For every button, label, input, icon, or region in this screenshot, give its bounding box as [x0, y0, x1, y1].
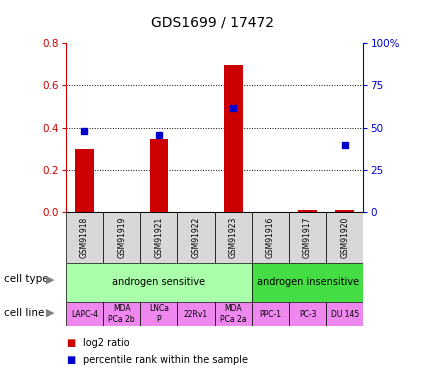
Bar: [289, 302, 326, 326]
Text: GDS1699 / 17472: GDS1699 / 17472: [151, 15, 274, 29]
Bar: [178, 212, 215, 262]
Text: GSM91922: GSM91922: [192, 217, 201, 258]
Text: MDA
PCa 2a: MDA PCa 2a: [220, 304, 246, 324]
Text: PPC-1: PPC-1: [259, 310, 281, 319]
Text: MDA
PCa 2b: MDA PCa 2b: [108, 304, 135, 324]
Text: LAPC-4: LAPC-4: [71, 310, 98, 319]
Bar: [326, 302, 363, 326]
Text: ▶: ▶: [46, 274, 54, 284]
Text: PC-3: PC-3: [299, 310, 316, 319]
Bar: [66, 212, 103, 262]
Bar: [75, 148, 94, 212]
Text: GSM91916: GSM91916: [266, 216, 275, 258]
Bar: [298, 210, 317, 212]
Bar: [289, 212, 326, 262]
Bar: [252, 302, 289, 326]
Bar: [252, 262, 363, 302]
Bar: [215, 212, 252, 262]
Text: cell line: cell line: [4, 308, 45, 318]
Text: percentile rank within the sample: percentile rank within the sample: [83, 355, 248, 365]
Text: DU 145: DU 145: [331, 310, 359, 319]
Bar: [140, 212, 178, 262]
Bar: [252, 212, 289, 262]
Bar: [66, 262, 252, 302]
Text: GSM91918: GSM91918: [80, 217, 89, 258]
Bar: [150, 139, 168, 212]
Text: cell type: cell type: [4, 274, 49, 284]
Bar: [178, 302, 215, 326]
Text: 22Rv1: 22Rv1: [184, 310, 208, 319]
Text: log2 ratio: log2 ratio: [83, 338, 130, 348]
Bar: [335, 210, 354, 212]
Text: androgen sensitive: androgen sensitive: [112, 277, 205, 287]
Text: LNCa
P: LNCa P: [149, 304, 169, 324]
Text: GSM91921: GSM91921: [154, 217, 163, 258]
Bar: [326, 212, 363, 262]
Bar: [66, 302, 103, 326]
Text: GSM91917: GSM91917: [303, 216, 312, 258]
Text: GSM91919: GSM91919: [117, 216, 126, 258]
Bar: [215, 302, 252, 326]
Text: ■: ■: [66, 355, 75, 365]
Text: GSM91920: GSM91920: [340, 216, 349, 258]
Text: ■: ■: [66, 338, 75, 348]
Bar: [103, 212, 140, 262]
Bar: [103, 302, 140, 326]
Bar: [140, 302, 178, 326]
Bar: [224, 65, 243, 212]
Text: ▶: ▶: [46, 308, 54, 318]
Text: androgen insensitive: androgen insensitive: [257, 277, 359, 287]
Text: GSM91923: GSM91923: [229, 216, 238, 258]
